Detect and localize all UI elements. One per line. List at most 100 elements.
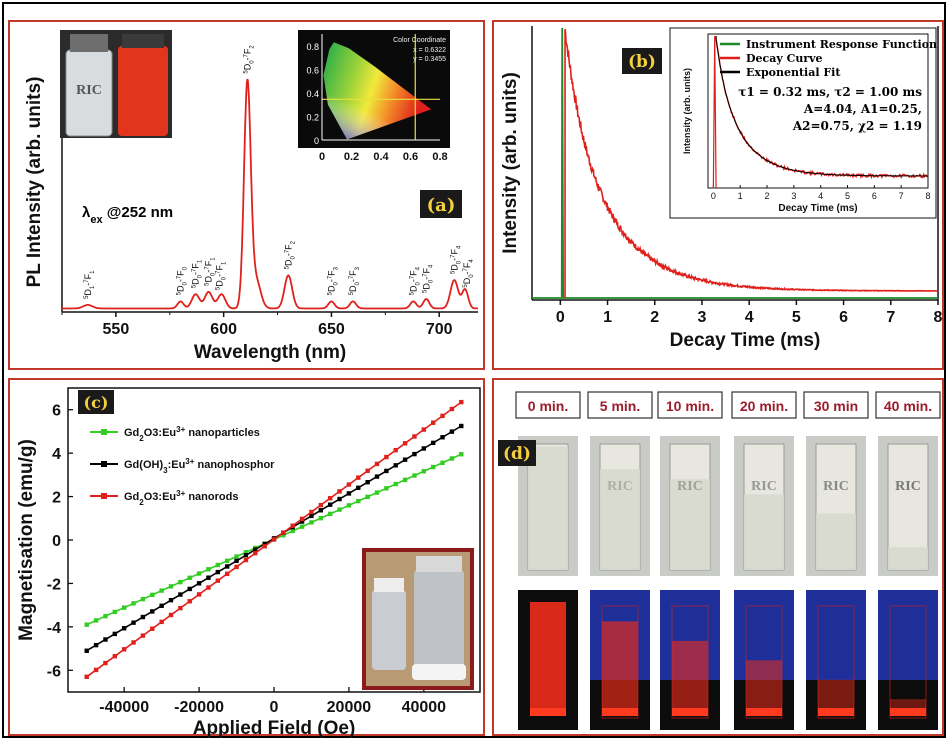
series-marker-1: [356, 485, 361, 491]
series-marker-2: [337, 489, 342, 494]
series-marker-2: [430, 420, 436, 425]
y-tick-label: 2: [52, 490, 61, 507]
series-marker-0: [374, 490, 380, 495]
series-marker-2: [393, 447, 398, 453]
clear-vial-cap: [70, 34, 108, 52]
x-tick-label: 1: [603, 309, 612, 326]
suspension-5: [888, 547, 928, 570]
panel-d-label: (d): [503, 444, 531, 464]
series-marker-0: [150, 592, 155, 598]
dispersion-photos: 0 min. 5 min. RIC 10 min. RIC 20 min. RIC 30 mi…: [498, 391, 941, 730]
series-marker-1: [159, 603, 164, 608]
legend-marker-2: [101, 493, 107, 499]
cie-x-tick-label: 0.6: [403, 151, 418, 163]
time-label-0: 0 min.: [528, 398, 568, 414]
series-marker-2: [402, 441, 408, 446]
magnet-photo-inset: [362, 548, 474, 690]
panel-a-label: (a): [427, 195, 456, 216]
vial-logo: RIC: [76, 83, 102, 98]
series-marker-1: [112, 631, 118, 637]
time-label-4: 30 min: [814, 398, 858, 414]
series-marker-1: [150, 609, 155, 614]
cuvette-logo-1: RIC: [607, 479, 633, 494]
series-marker-1: [309, 513, 314, 519]
magnet-base: [412, 664, 466, 680]
x-axis-title: Wavelength (nm): [194, 342, 346, 363]
series-marker-2: [150, 626, 155, 631]
inset-x-tick-label: 2: [765, 191, 770, 201]
uv-sediment-4: [818, 708, 854, 716]
x-tick-label: 650: [318, 321, 345, 338]
fit-param-1: A=4.04, A1=0.25,: [803, 102, 922, 116]
series-marker-0: [159, 588, 164, 593]
x-tick-label: -20000: [174, 699, 224, 716]
suspension-1: [600, 469, 640, 570]
transition-label-0: 5D1-7F1: [83, 270, 96, 299]
series-marker-1: [318, 508, 324, 513]
series-marker-2: [309, 509, 314, 515]
pl-spectrum-line: [62, 78, 479, 310]
panel-d: 0 min. 5 min. RIC 10 min. RIC 20 min. RIC 30 mi…: [492, 378, 944, 736]
cie-title: Color Coordinate: [393, 37, 446, 44]
cie-inset: 0 0.2 0.4 0.6 0.8 0 0.2 0.4 0.6 0.8 Color Coordina…: [298, 30, 450, 163]
series-marker-1: [327, 502, 333, 507]
series-marker-2: [206, 585, 211, 590]
series-marker-1: [374, 474, 380, 479]
transition-label-0-text: 5D1-7F1: [83, 270, 96, 299]
transition-label-10: 5D0-7F4: [421, 264, 434, 293]
panel-c: -40000 -20000 0 20000 40000 -6 -4 -2 0 2 4 6 Applied…: [8, 378, 485, 739]
series-marker-2: [253, 550, 258, 556]
cie-y-tick-label: 0: [314, 136, 319, 146]
fit-param-2: A2=0.75, χ2 = 1.19: [792, 119, 922, 133]
series-marker-0: [178, 579, 183, 585]
series-marker-0: [168, 584, 174, 589]
series-marker-2: [384, 454, 389, 460]
x-tick-label: 5: [792, 309, 801, 326]
series-marker-2: [281, 530, 286, 535]
cie-y-tick-label: 0.6: [306, 65, 319, 75]
panel-a-label-box: [420, 190, 462, 218]
series-marker-0: [121, 605, 127, 610]
series-marker-1: [412, 451, 417, 457]
x-tick-label: 2: [650, 309, 659, 326]
vial-right-cap: [416, 556, 462, 572]
y-axis-title: Magnetisation (emu/g): [16, 439, 37, 641]
series-marker-1: [421, 446, 427, 451]
series-marker-1: [121, 626, 127, 631]
panel-c-label-group: (c): [78, 390, 114, 414]
series-marker-0: [140, 596, 146, 602]
inset-x-tick-label: 0: [711, 191, 716, 201]
vial-right: [414, 570, 464, 670]
series-marker-1: [215, 569, 221, 575]
uv-emission-1: [602, 621, 638, 716]
transition-label-4: 5D0-7F1: [214, 261, 227, 290]
series-marker-0: [206, 567, 211, 572]
series-marker-1: [131, 620, 136, 625]
x-tick-label: 8: [934, 309, 943, 326]
series-marker-1: [393, 463, 398, 468]
series-marker-2: [168, 612, 174, 618]
series-marker-2: [224, 571, 230, 576]
uv-sediment-5: [890, 708, 926, 716]
vial-left-cap: [374, 578, 404, 592]
suspension-2: [670, 479, 710, 570]
y-tick-label: -2: [47, 576, 61, 593]
series-marker-1: [178, 592, 183, 597]
series-marker-1: [187, 586, 192, 592]
cuvette-logo-4: RIC: [823, 479, 849, 494]
red-glow-vial: [118, 46, 168, 136]
series-marker-0: [327, 511, 333, 517]
x-axis-title: Decay Time (ms): [670, 330, 821, 351]
series-marker-1: [93, 642, 99, 648]
series-marker-2: [84, 674, 89, 679]
x-tick-label: -40000: [99, 699, 149, 716]
y-tick-label: 6: [52, 403, 61, 420]
panel-d-label-box: [498, 440, 536, 466]
series-marker-1: [402, 457, 408, 462]
series-marker-2: [421, 427, 427, 432]
legend-label-2: Gd2O3:Eu3+ nanorods: [124, 489, 238, 507]
x-axis-title: Applied Field (Oe): [193, 718, 356, 739]
cuvette-logo-5: RIC: [895, 479, 921, 494]
y-tick-label: 4: [52, 446, 61, 463]
series-marker-1: [206, 575, 211, 580]
